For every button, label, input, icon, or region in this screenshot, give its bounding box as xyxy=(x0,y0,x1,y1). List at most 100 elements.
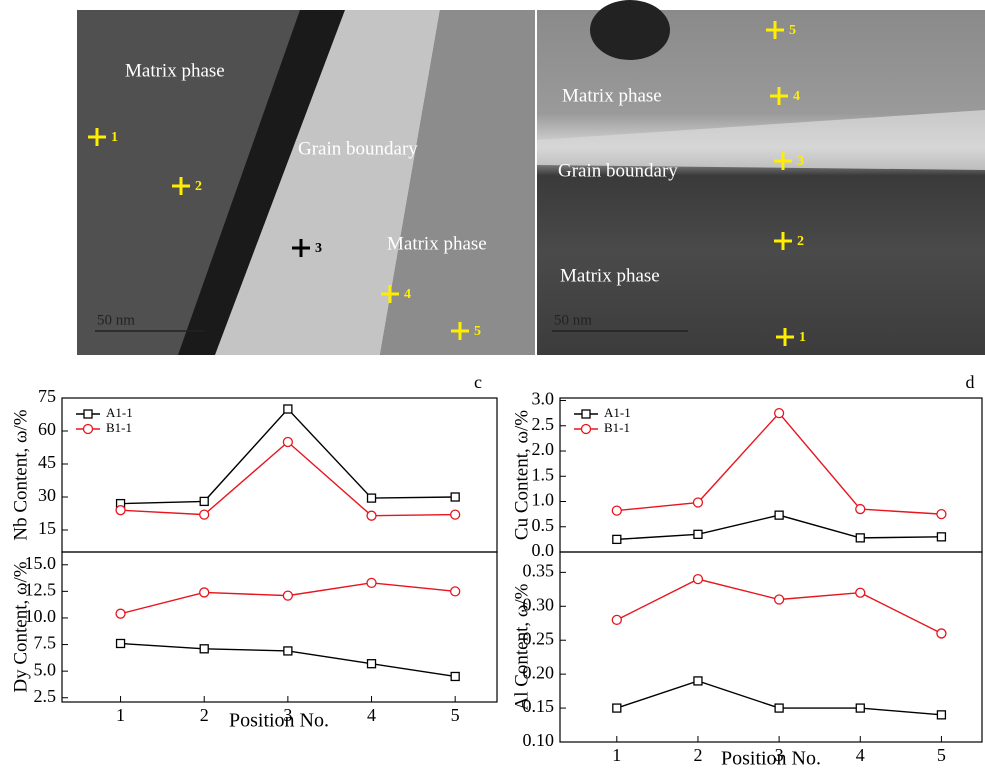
point-label: 4 xyxy=(404,287,411,302)
point-label: 3 xyxy=(315,241,322,256)
figure: Matrix phase Grain boundary Matrix phase 1 2… xyxy=(0,0,985,770)
data-marker xyxy=(368,494,376,502)
legend-label: B1-1 xyxy=(106,420,132,435)
x-tick-label: 1 xyxy=(116,705,125,725)
data-marker xyxy=(775,704,783,712)
x-axis-label: Position No. xyxy=(229,710,329,732)
data-marker xyxy=(856,588,865,597)
point-label: 5 xyxy=(474,324,481,339)
x-tick-label: 1 xyxy=(612,745,621,765)
y-axis-label: Dy Content, ω/% xyxy=(10,561,31,692)
region-label: Grain boundary xyxy=(558,160,678,181)
data-marker xyxy=(284,405,292,413)
data-marker xyxy=(451,493,459,501)
y-tick-label: 7.5 xyxy=(34,633,57,653)
data-marker xyxy=(200,497,208,505)
data-marker xyxy=(612,506,621,515)
region-label: Matrix phase xyxy=(560,265,660,286)
image-region xyxy=(590,0,670,60)
data-marker xyxy=(451,510,460,519)
data-marker xyxy=(775,595,784,604)
y-tick-label: 0.10 xyxy=(523,730,555,750)
data-marker xyxy=(937,711,945,719)
series-line xyxy=(617,413,942,514)
y-tick-label: 2.5 xyxy=(34,686,57,706)
data-marker xyxy=(200,645,208,653)
data-marker xyxy=(693,575,702,584)
data-marker xyxy=(368,660,376,668)
plot-frame xyxy=(62,552,497,702)
point-label: 4 xyxy=(793,89,800,104)
legend-marker xyxy=(84,410,92,418)
point-label: 5 xyxy=(789,23,796,38)
y-tick-label: 60 xyxy=(38,419,56,439)
data-marker xyxy=(367,511,376,520)
y-axis-label: Al Content, ω/% xyxy=(511,583,532,710)
data-marker xyxy=(937,510,946,519)
panel-label: c xyxy=(474,372,482,392)
y-tick-label: 0.5 xyxy=(532,515,555,535)
x-tick-label: 4 xyxy=(856,745,865,765)
data-marker xyxy=(612,615,621,624)
scale-label: 50 nm xyxy=(97,312,135,328)
data-marker xyxy=(694,530,702,538)
chart-panel: 2.55.07.510.012.515.012345Dy Content, ω/… xyxy=(10,552,497,732)
legend-label: A1-1 xyxy=(604,405,631,420)
y-tick-label: 30 xyxy=(38,485,56,505)
legend-marker xyxy=(582,425,591,434)
data-marker xyxy=(367,578,376,587)
series-line xyxy=(121,442,456,516)
series-line xyxy=(617,579,942,633)
x-axis-label: Position No. xyxy=(721,748,821,770)
legend-label: A1-1 xyxy=(106,405,133,420)
y-tick-label: 1.0 xyxy=(532,490,555,510)
legend-marker xyxy=(84,425,93,434)
data-marker xyxy=(117,639,125,647)
data-marker xyxy=(200,588,209,597)
data-marker xyxy=(937,629,946,638)
legend-label: B1-1 xyxy=(604,420,630,435)
x-tick-label: 5 xyxy=(937,745,946,765)
data-marker xyxy=(775,409,784,418)
image-background xyxy=(537,10,985,355)
y-tick-label: 75 xyxy=(38,386,56,406)
y-tick-label: 0.35 xyxy=(523,560,555,580)
data-marker xyxy=(856,505,865,514)
x-tick-label: 2 xyxy=(693,745,702,765)
data-marker xyxy=(613,704,621,712)
y-tick-label: 45 xyxy=(38,452,56,472)
series-line xyxy=(121,409,456,504)
chart-panel: 0.00.51.01.52.02.53.0Cu Content, ω/%dA1-… xyxy=(511,372,982,560)
y-tick-label: 0.0 xyxy=(532,540,555,560)
data-marker xyxy=(694,677,702,685)
y-tick-label: 3.0 xyxy=(532,389,555,409)
data-marker xyxy=(116,506,125,515)
scale-label: 50 nm xyxy=(554,312,592,328)
point-label: 2 xyxy=(797,234,804,249)
y-tick-label: 5.0 xyxy=(34,659,57,679)
legend-marker xyxy=(582,410,590,418)
y-tick-label: 2.0 xyxy=(532,439,555,459)
point-label: 1 xyxy=(111,130,118,145)
data-marker xyxy=(451,587,460,596)
data-marker xyxy=(856,704,864,712)
data-marker xyxy=(200,510,209,519)
region-label: Grain boundary xyxy=(298,138,418,159)
panel-label: d xyxy=(966,372,975,392)
point-label: 2 xyxy=(195,179,202,194)
data-marker xyxy=(116,609,125,618)
data-marker xyxy=(856,534,864,542)
data-marker xyxy=(283,438,292,447)
data-marker xyxy=(284,647,292,655)
y-axis-label: Cu Content, ω/% xyxy=(511,410,532,540)
data-marker xyxy=(613,535,621,543)
region-label: Matrix phase xyxy=(387,233,487,254)
x-tick-label: 4 xyxy=(367,705,376,725)
data-marker xyxy=(451,672,459,680)
data-marker xyxy=(283,591,292,600)
point-label: 1 xyxy=(799,330,806,345)
data-marker xyxy=(693,498,702,507)
data-marker xyxy=(775,511,783,519)
